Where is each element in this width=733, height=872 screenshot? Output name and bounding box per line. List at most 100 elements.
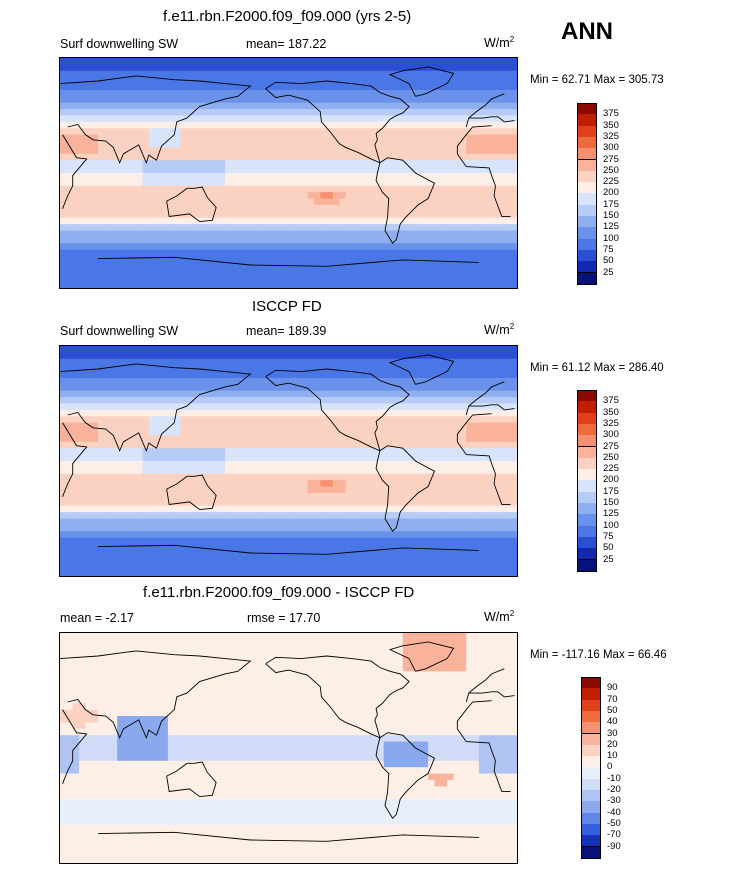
map-cell [79,480,86,488]
map-cell [345,377,353,385]
map-cell [155,346,163,353]
map-cell [250,256,258,263]
map-cell [504,96,512,104]
map-cell [358,550,366,558]
map-cell [332,275,340,283]
map-cell [358,365,366,373]
map-cell [421,531,429,539]
map-cell [231,268,239,276]
map-cell [453,70,461,78]
map-cell [459,384,467,392]
map-cell [453,505,461,513]
map-cell [186,128,194,136]
map-cell [345,409,353,417]
map-cell [91,454,99,462]
map-cell [155,198,163,206]
map-cell [358,281,366,288]
map-cell [218,77,226,85]
map-cell [212,537,220,545]
map-cell [440,268,448,276]
map-cell [383,134,391,142]
map-cell [440,185,448,193]
map-cell [205,550,213,558]
map-cell [148,403,156,411]
map-cell [142,179,150,187]
panel2-mean-label: mean= 189.39 [246,324,327,338]
map-cell [440,492,448,500]
map-cell [358,397,366,405]
map-cell [326,384,334,392]
map-cell [326,358,334,366]
map-cell [510,115,517,123]
map-cell [396,461,404,468]
map-cell [161,58,169,65]
map-cell [212,346,220,353]
map-cell [110,109,118,117]
map-cell [332,89,340,97]
map-cell [371,192,378,200]
map-cell [186,262,194,270]
map-cell [269,275,277,283]
map-cell [66,115,74,123]
colorbar-tick-label: 125 [603,221,619,233]
map-cell [193,211,201,219]
map-cell [390,262,397,270]
map-cell [294,473,302,481]
map-cell [205,179,213,187]
map-cell [250,544,258,551]
map-cell [256,96,264,104]
map-cell [212,64,220,72]
map-cell [167,192,175,200]
map-cell [155,179,163,187]
map-cell [332,109,340,117]
map-cell [301,281,309,288]
map-cell [428,275,435,283]
map-cell [288,141,296,148]
map-cell [98,518,105,526]
map-cell [60,448,67,456]
map-cell [383,448,391,456]
map-cell [294,409,302,417]
map-cell [167,96,175,104]
map-cell [85,467,93,475]
map-cell [504,147,512,155]
map-cell [212,531,220,539]
map-cell [491,77,499,85]
map-cell [136,224,144,232]
map-cell [79,128,86,136]
map-cell [117,128,124,136]
map-cell [358,160,366,168]
map-cell [275,243,283,251]
map-cell [447,64,455,72]
coastline [456,153,511,217]
map-cell [269,77,277,85]
map-cell [161,173,169,180]
map-cell [123,441,131,449]
map-cell [237,384,245,392]
map-cell [383,198,391,206]
map-cell [358,275,366,283]
map-cell [421,403,429,411]
map-cell [377,268,385,276]
map-cell [345,262,353,270]
map-cell [447,58,455,65]
map-cell [193,441,201,449]
map-cell [161,352,169,360]
map-cell [497,512,505,520]
map-cell [421,198,429,206]
map-cell [79,256,86,263]
map-cell [263,492,270,500]
map-cell [180,544,188,551]
map-cell [307,518,315,526]
map-cell [142,275,150,283]
map-cell [383,486,391,494]
map-cell [212,352,220,360]
map-cell [345,397,353,405]
map-cell [301,204,309,212]
map-cell [307,58,315,65]
map-cell [440,441,448,449]
map-cell [142,173,150,180]
map-cell [256,537,264,545]
map-cell [218,70,226,78]
map-cell [371,102,378,110]
